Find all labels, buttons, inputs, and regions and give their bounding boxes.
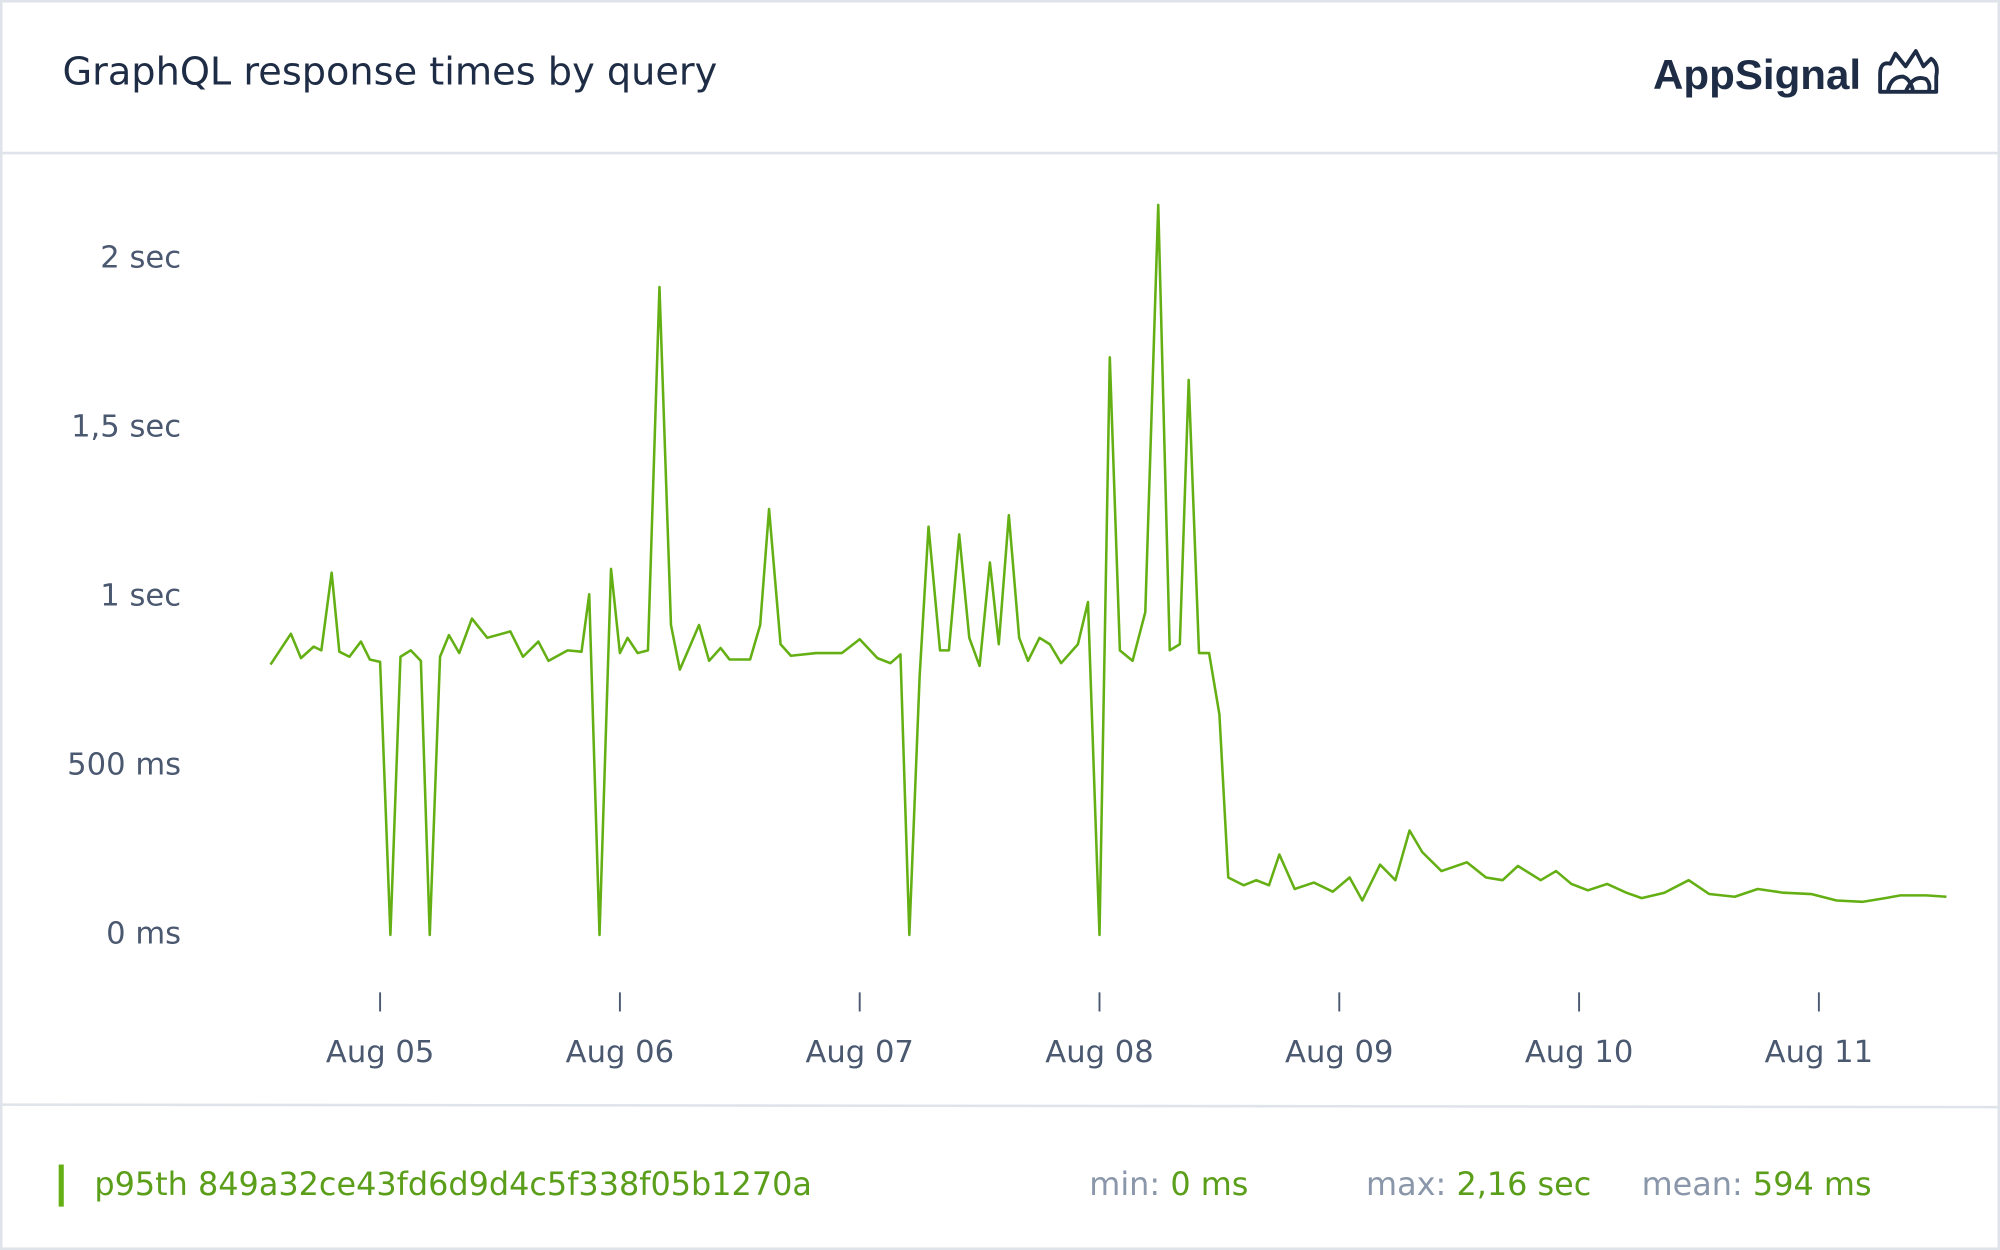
brand-logo: AppSignal	[1653, 51, 1861, 98]
stat-label: min:	[1089, 1165, 1160, 1203]
chart-title: GraphQL response times by query	[63, 49, 718, 94]
y-tick-label: 2 sec	[100, 240, 181, 275]
stat-value: 0 ms	[1170, 1165, 1248, 1203]
y-tick-label: 0 ms	[106, 916, 181, 951]
x-tick-label: Aug 07	[805, 1035, 913, 1070]
x-tick-label: Aug 06	[566, 1035, 674, 1070]
stat-value: 594 ms	[1753, 1165, 1872, 1203]
x-tick-label: Aug 09	[1285, 1035, 1393, 1070]
x-tick-label: Aug 08	[1045, 1035, 1153, 1070]
y-tick-label: 1 sec	[100, 578, 181, 613]
stat-value: 2,16 sec	[1456, 1165, 1591, 1203]
x-tick-label: Aug 11	[1765, 1035, 1873, 1070]
stat-label: mean:	[1642, 1165, 1743, 1203]
y-tick-label: 500 ms	[67, 747, 181, 782]
legend-entry: p95th 849a32ce43fd6d9d4c5f338f05b1270a	[94, 1165, 812, 1203]
x-tick-label: Aug 10	[1525, 1035, 1633, 1070]
legend-swatch	[58, 1164, 64, 1207]
y-tick-label: 1,5 sec	[71, 409, 181, 444]
stat-label: max:	[1366, 1165, 1446, 1203]
x-tick-label: Aug 05	[326, 1035, 434, 1070]
footer-divider	[0, 1103, 2000, 1109]
brand-icon	[1878, 49, 1939, 94]
data-line	[269, 203, 1947, 937]
